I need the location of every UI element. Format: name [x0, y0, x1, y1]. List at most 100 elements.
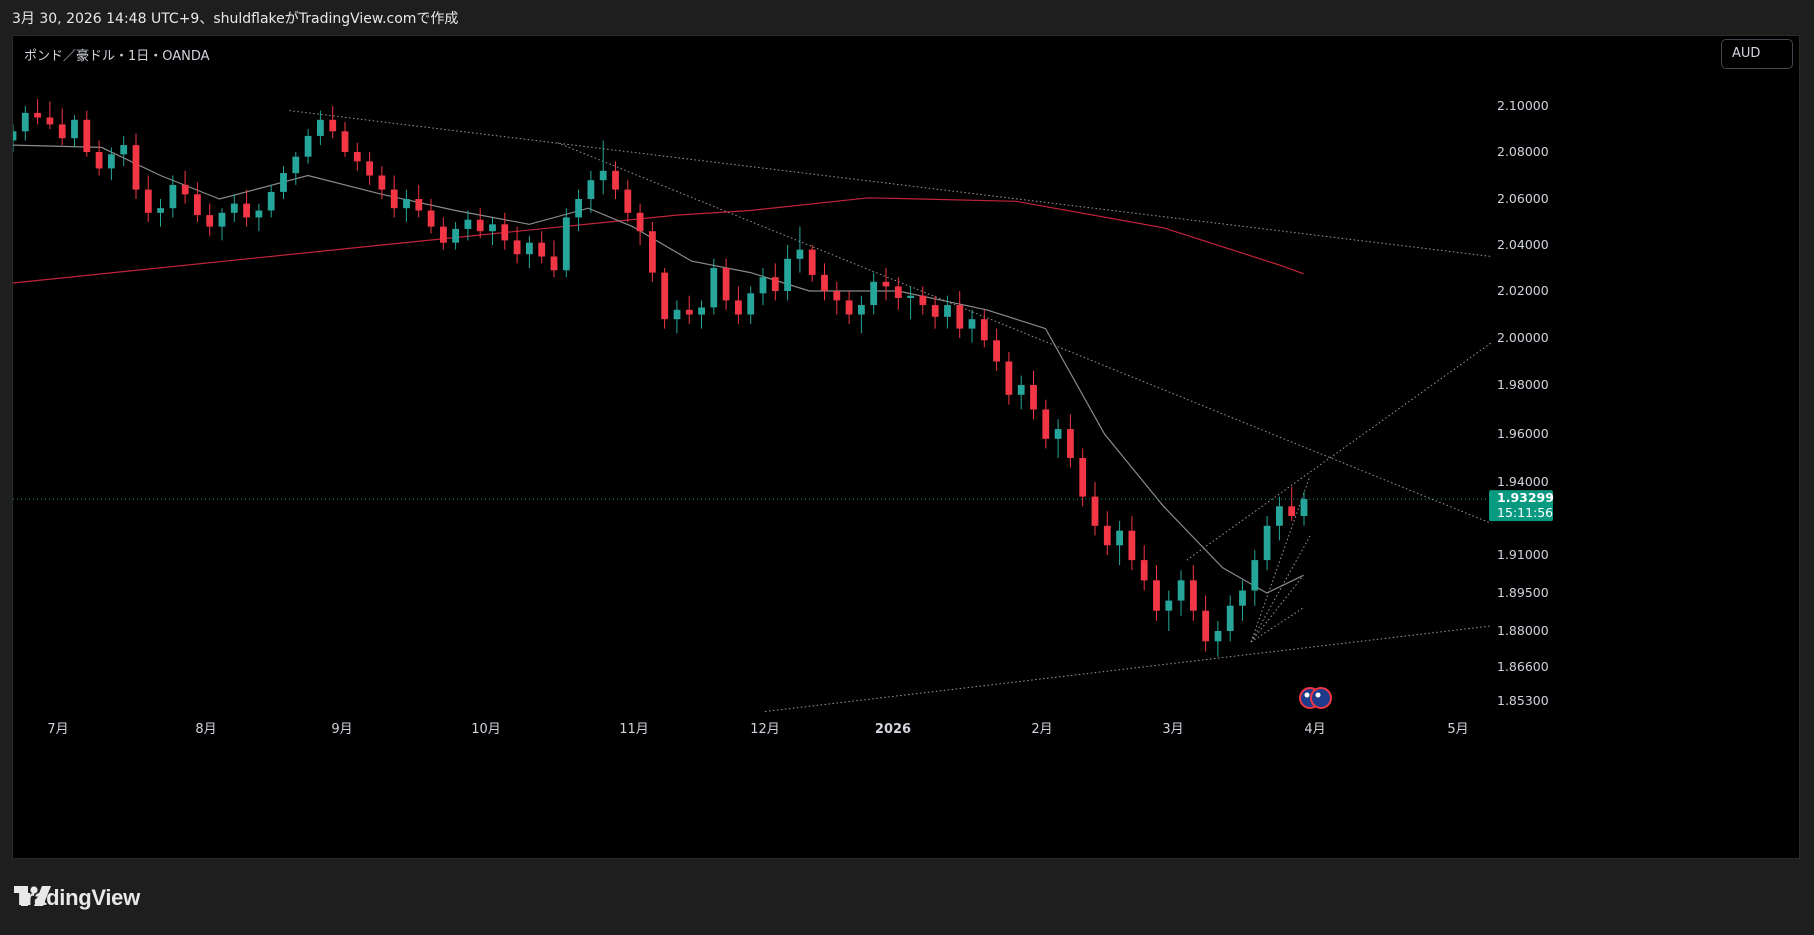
candle-body	[46, 117, 54, 125]
candle-body	[489, 224, 496, 232]
candle-body	[649, 231, 656, 273]
candle-body	[58, 124, 66, 139]
last-price-label: 1.93299	[1497, 490, 1554, 505]
candle-body	[206, 215, 214, 227]
candle-body	[267, 191, 275, 211]
candle-body	[1017, 385, 1025, 395]
candle-body	[673, 309, 681, 320]
candle-body	[476, 219, 484, 232]
x-axis-tick-label: 11月	[619, 722, 649, 737]
candle-body	[194, 194, 201, 216]
candle-body	[1067, 429, 1074, 458]
chart-panel[interactable]: 2.10000 2.08000 2.06000 2.04000 2.02000 2.000…	[12, 35, 1800, 859]
currency-button[interactable]: AUD	[1721, 39, 1793, 69]
candle-body	[378, 175, 386, 190]
x-axis-tick-label: 12月	[750, 722, 780, 737]
y-axis-tick-label: 1.86600	[1497, 659, 1549, 674]
candle-body	[1079, 458, 1087, 497]
candle-body	[796, 249, 804, 259]
candle-body	[1030, 385, 1037, 410]
candle-body	[1251, 560, 1259, 591]
candle-body	[1005, 361, 1013, 395]
candle-body	[993, 340, 1000, 362]
y-axis-tick-label: 2.08000	[1497, 144, 1549, 159]
trend-line	[289, 110, 1492, 257]
x-axis-tick-label: 7月	[47, 722, 68, 737]
candle-body	[710, 268, 718, 308]
candle-body	[526, 242, 533, 255]
candle-body	[944, 305, 951, 317]
candle-body	[230, 203, 238, 213]
candle-body	[771, 277, 779, 291]
candle-body	[624, 189, 632, 213]
candle-body	[181, 184, 189, 195]
candle-body	[833, 291, 841, 301]
y-axis-tick-label: 1.91000	[1497, 547, 1549, 562]
y-axis-tick-label: 2.00000	[1497, 330, 1549, 345]
candle-body	[562, 217, 570, 271]
candle-body	[1276, 506, 1283, 526]
candle-body	[599, 170, 607, 181]
candle-body	[415, 199, 423, 211]
candle-body	[759, 277, 767, 294]
y-axis-tick-label: 2.04000	[1497, 237, 1549, 252]
candle-body	[1202, 610, 1210, 642]
candle-body	[501, 224, 509, 241]
candle-body	[735, 300, 742, 315]
moving-average-line	[13, 197, 1304, 284]
symbol-label: ポンド／豪ドル・1日・OANDA	[24, 49, 210, 64]
candle-body	[317, 119, 324, 136]
candle-body	[390, 189, 398, 209]
candle-body	[636, 212, 644, 232]
candle-body	[1042, 409, 1050, 439]
candle-body	[919, 295, 927, 306]
x-axis-tick-label: 3月	[1162, 722, 1183, 737]
candle-body	[255, 210, 263, 218]
candle-body	[821, 274, 828, 291]
candle-body	[1153, 580, 1160, 611]
candle-body	[1140, 560, 1148, 581]
candle-body	[169, 184, 177, 209]
candle-body	[403, 199, 410, 209]
candle-body	[1239, 590, 1246, 606]
candle-body	[464, 219, 472, 229]
candle-body	[120, 145, 128, 155]
candle-body	[1054, 429, 1062, 439]
y-axis-tick-label: 2.02000	[1497, 283, 1549, 298]
candle-body	[1116, 530, 1123, 546]
flag-star-mark	[1315, 692, 1321, 698]
candle-body	[71, 119, 78, 139]
candle-body	[538, 242, 546, 257]
australia-flag-icon	[1310, 687, 1332, 709]
candle-body	[83, 119, 91, 152]
candle-body	[157, 208, 164, 213]
candle-body	[440, 226, 447, 243]
candle-body	[366, 161, 373, 176]
candle-body	[144, 189, 152, 213]
candle-body	[1288, 506, 1296, 516]
tradingview-logo-icon	[14, 886, 51, 906]
tradingview-brand[interactable]: TradingView	[14, 884, 140, 912]
x-axis-tick-label: 10月	[471, 722, 501, 737]
candle-body	[1190, 580, 1197, 611]
candle-body	[452, 228, 459, 243]
candle-body	[784, 258, 791, 291]
candle-body	[931, 305, 939, 317]
y-axis-tick-label: 1.96000	[1497, 426, 1549, 441]
candle-body	[575, 199, 582, 218]
candle-body	[858, 305, 865, 315]
candle-body	[1091, 496, 1099, 526]
y-axis-tick-label: 2.06000	[1497, 191, 1549, 206]
last-price-badge	[1489, 490, 1553, 522]
price-chart[interactable]: 2.10000 2.08000 2.06000 2.04000 2.02000 2.000…	[13, 36, 1799, 858]
candle-body	[747, 293, 755, 315]
candle-body	[968, 319, 976, 329]
candle-body	[587, 180, 595, 199]
candle-body	[685, 309, 693, 315]
candle-body	[980, 319, 988, 341]
candle-body	[243, 203, 250, 218]
x-axis-tick-label: 4月	[1304, 722, 1325, 737]
candle-body	[1128, 530, 1136, 561]
candle-body	[845, 300, 853, 315]
candle-body	[304, 135, 312, 157]
